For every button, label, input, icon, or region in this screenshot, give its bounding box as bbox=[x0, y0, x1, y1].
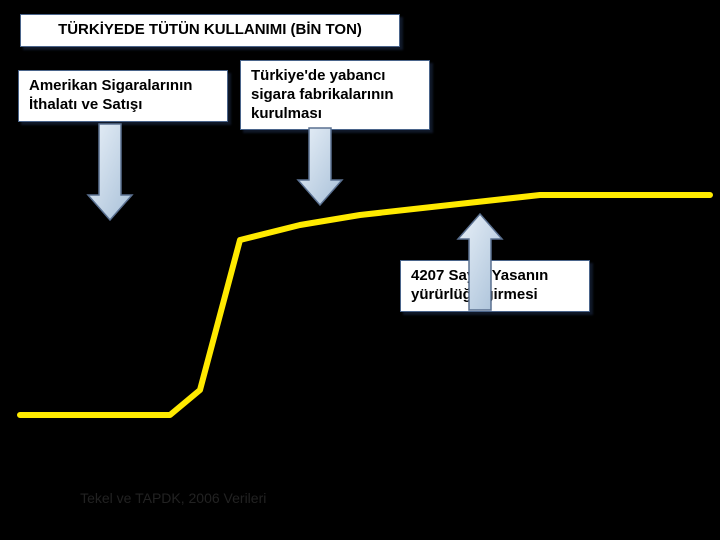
trend-line bbox=[20, 195, 710, 415]
source-citation: Kaynak: Tekel ve TAPDK, 2006 Verileri bbox=[22, 490, 266, 506]
label-amerikan-sigaralari: Amerikan Sigaralarının İthalatı ve Satış… bbox=[18, 70, 228, 122]
source-bold: Kaynak: bbox=[22, 490, 76, 506]
arrow-yabanci bbox=[298, 128, 342, 205]
chart-title: TÜRKİYEDE TÜTÜN KULLANIMI (BİN TON) bbox=[20, 14, 400, 47]
label-yabanci-fabrikalar: Türkiye'de yabancı sigara fabrikalarının… bbox=[240, 60, 430, 130]
source-text: Tekel ve TAPDK, 2006 Verileri bbox=[76, 490, 266, 506]
label-4207-yasa: 4207 Sayılı Yasanın yürürlüğe girmesi bbox=[400, 260, 590, 312]
arrow-amerikan bbox=[88, 124, 132, 220]
